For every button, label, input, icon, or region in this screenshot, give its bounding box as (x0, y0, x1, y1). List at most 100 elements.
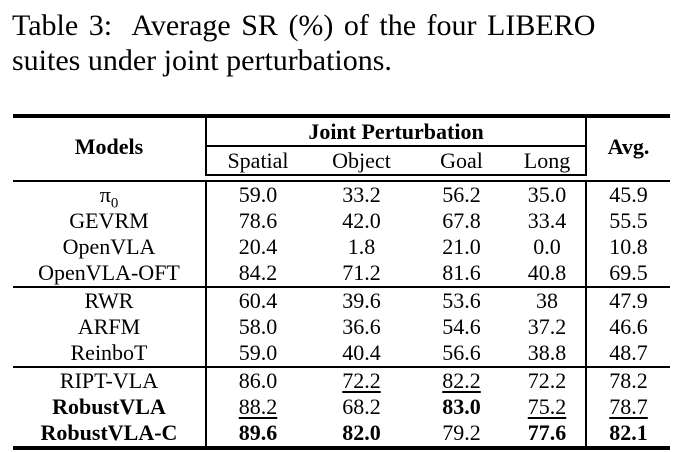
avg-value-cell: 45.9 (585, 181, 671, 208)
value-cell: 78.6 (206, 208, 309, 234)
model-name-cell: RobustVLA (13, 394, 207, 420)
value-text: 33.4 (527, 208, 567, 233)
value-text: 78.7 (609, 394, 648, 419)
value-cell: 81.6 (414, 260, 509, 287)
model-name-cell: ARFM (13, 314, 207, 340)
value-cell: 72.2 (509, 366, 587, 394)
value-text: 88.2 (238, 394, 278, 419)
avg-value-cell: 47.9 (585, 286, 671, 314)
value-text: 79.2 (442, 420, 481, 445)
value-text: 67.8 (442, 208, 481, 233)
value-cell: 79.2 (414, 420, 509, 448)
avg-value-cell: 10.8 (585, 234, 671, 260)
column-header-models: Models (13, 116, 207, 175)
value-text: 36.6 (342, 314, 381, 339)
value-cell: 56.2 (414, 181, 509, 208)
table-body: π0 59.0 33.2 56.2 35.0 45.9 GEVRM 78.6 42.0 67.8 3… (13, 181, 671, 448)
value-text: 78.2 (609, 368, 648, 393)
table-row: RobustVLA 88.2 68.2 83.0 75.2 78.7 (13, 394, 671, 420)
value-cell: 37.2 (509, 314, 586, 340)
value-text: 46.6 (609, 314, 648, 339)
avg-value-cell: 46.6 (585, 314, 671, 340)
value-cell: 67.8 (414, 208, 509, 234)
table-row: RobustVLA-C 89.6 82.0 79.2 77.6 82.1 (13, 420, 671, 448)
value-cell: 82.2 (414, 366, 509, 394)
value-text: 39.6 (342, 288, 381, 313)
table-row: OpenVLA-OFT 84.2 71.2 81.6 40.8 69.5 (13, 260, 671, 287)
avg-value-cell: 69.5 (585, 260, 671, 287)
header-row-2: Spatial Object Goal Long (13, 146, 670, 176)
table-row: π0 59.0 33.2 56.2 35.0 45.9 (13, 181, 671, 212)
value-text: 72.2 (527, 368, 567, 393)
model-name-cell: GEVRM (13, 208, 207, 234)
value-cell: 58.0 (206, 314, 309, 340)
value-text: 82.2 (442, 368, 481, 393)
value-cell: 88.2 (206, 394, 309, 420)
value-cell: 82.0 (309, 420, 414, 448)
value-cell: 77.6 (509, 420, 586, 448)
table-caption: Table 3: Average SR (%) of the four LIBE… (0, 0, 683, 78)
value-text: 0.0 (533, 234, 561, 259)
table-row: GEVRM 78.6 42.0 67.8 33.4 55.5 (13, 208, 671, 234)
value-cell: 75.2 (509, 394, 586, 420)
value-text: 1.8 (347, 234, 376, 259)
value-text: 55.5 (609, 208, 648, 233)
value-text: 33.2 (342, 182, 381, 207)
value-cell: 59.0 (206, 340, 309, 367)
value-cell: 36.6 (309, 314, 414, 340)
model-name-cell: OpenVLA (13, 234, 207, 260)
column-header-object: Object (309, 146, 414, 176)
value-text: 38 (536, 288, 558, 313)
column-header-avg: Avg. (585, 116, 671, 175)
column-header-long: Long (509, 146, 587, 176)
value-text: 40.8 (527, 260, 567, 285)
model-name-cell: RIPT-VLA (13, 366, 207, 394)
value-text: 82.0 (342, 420, 381, 445)
caption-line-2: suites under joint perturbations. (12, 44, 392, 77)
value-cell: 83.0 (414, 394, 509, 420)
table-row: RWR 60.4 39.6 53.6 38 47.9 (13, 286, 671, 314)
value-cell: 56.6 (414, 340, 509, 367)
value-text: 38.8 (527, 340, 567, 365)
avg-value-cell: 55.5 (585, 208, 671, 234)
value-text: 48.7 (609, 340, 648, 365)
avg-value-cell: 48.7 (585, 340, 671, 367)
value-text: 82.1 (609, 420, 648, 445)
value-cell: 86.0 (206, 366, 309, 394)
model-name-cell: ReinboT (13, 340, 207, 367)
header-row-1: Models Joint Perturbation Avg. (13, 116, 671, 175)
value-text: 68.2 (342, 394, 381, 419)
value-cell: 53.6 (414, 286, 509, 314)
model-name-cell: RobustVLA-C (13, 420, 207, 448)
value-text: 75.2 (527, 394, 567, 419)
model-name-subscript: 0 (110, 195, 119, 212)
value-cell: 42.0 (309, 208, 414, 234)
value-text: 86.0 (238, 368, 278, 393)
value-text: 89.6 (238, 420, 278, 445)
value-text: 20.4 (238, 234, 278, 259)
value-text: 84.2 (238, 260, 278, 285)
value-cell: 0.0 (509, 234, 586, 260)
caption-line-1: Table 3: Average SR (%) of the four LIBE… (12, 9, 596, 42)
value-text: 35.0 (527, 182, 567, 207)
model-name-cell: RWR (13, 286, 207, 314)
value-cell: 40.8 (509, 260, 586, 287)
value-text: 77.6 (527, 420, 567, 445)
value-cell: 39.6 (309, 286, 414, 314)
model-name-cell: OpenVLA-OFT (13, 260, 207, 287)
column-group-header-joint-perturbation: Joint Perturbation (206, 116, 587, 147)
table-row: ARFM 58.0 36.6 54.6 37.2 46.6 (13, 314, 671, 340)
value-cell: 38.8 (509, 340, 586, 367)
value-text: 81.6 (442, 260, 481, 285)
column-header-goal: Goal (414, 146, 509, 176)
value-cell: 59.0 (206, 181, 309, 208)
value-cell: 84.2 (206, 260, 309, 287)
avg-value-cell: 78.7 (585, 394, 671, 420)
value-text: 78.6 (238, 208, 278, 233)
value-text: 54.6 (442, 314, 481, 339)
value-text: 83.0 (442, 394, 481, 419)
value-cell: 35.0 (509, 181, 586, 208)
value-cell: 89.6 (206, 420, 309, 448)
column-header-spatial: Spatial (206, 146, 309, 176)
value-text: 69.5 (609, 260, 648, 285)
